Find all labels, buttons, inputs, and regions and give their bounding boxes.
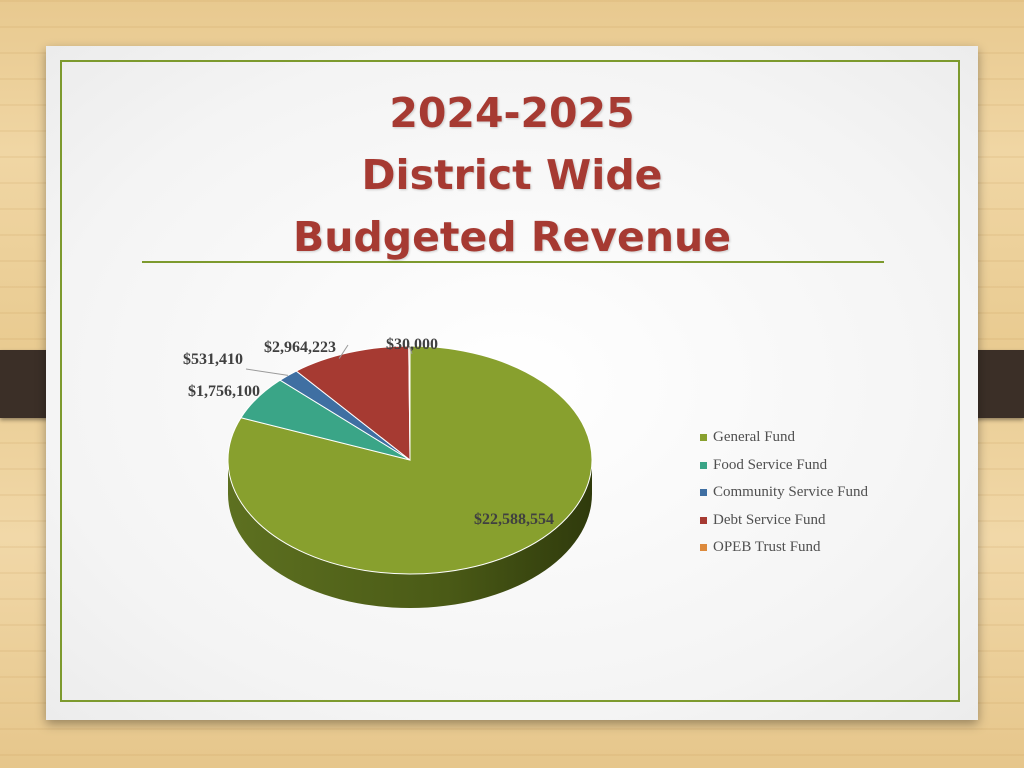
pie-chart: $22,588,554 $1,756,100 $531,410 $2,964,223 $… — [183, 336, 593, 608]
slide-title: 2024-2025 District Wide Budgeted Revenue — [46, 82, 978, 268]
legend-label: General Fund — [713, 429, 796, 446]
data-label: $1,756,100 — [188, 383, 260, 400]
title-line-subject: Budgeted Revenue — [292, 213, 732, 261]
legend-item: OPEB Trust Fund — [700, 534, 868, 562]
legend-label: Community Service Fund — [713, 484, 868, 501]
legend-label: Debt Service Fund — [713, 511, 826, 528]
title-underline — [142, 261, 884, 263]
data-label: $2,964,223 — [264, 339, 336, 356]
slide-frame — [60, 60, 960, 702]
leader-line — [245, 368, 289, 376]
data-label: $531,410 — [183, 351, 243, 368]
data-label: $22,588,554 — [474, 511, 554, 528]
legend-swatch — [700, 516, 707, 524]
legend-label: Food Service Fund — [713, 456, 828, 473]
title-line-scope: District Wide — [361, 151, 663, 199]
legend-label: OPEB Trust Fund — [713, 539, 821, 556]
leader-line — [338, 344, 349, 359]
pie-depth-side — [228, 460, 592, 608]
legend-swatch — [700, 434, 707, 442]
legend-swatch — [700, 489, 707, 497]
legend-item: Debt Service Fund — [700, 507, 868, 535]
legend-item: General Fund — [700, 424, 868, 452]
legend-item: Community Service Fund — [700, 479, 868, 507]
legend-swatch — [700, 461, 707, 469]
data-label: $30,000 — [386, 336, 438, 353]
chart-legend: General Fund Food Service Fund Community… — [700, 424, 868, 562]
pie-slice — [295, 345, 411, 462]
slide-canvas: 2024-2025 District Wide Budgeted Revenue… — [46, 46, 978, 720]
legend-item: Food Service Fund — [700, 452, 868, 480]
title-line-year: 2024-2025 — [389, 89, 635, 137]
legend-swatch — [700, 544, 707, 552]
leader-line — [408, 345, 413, 355]
